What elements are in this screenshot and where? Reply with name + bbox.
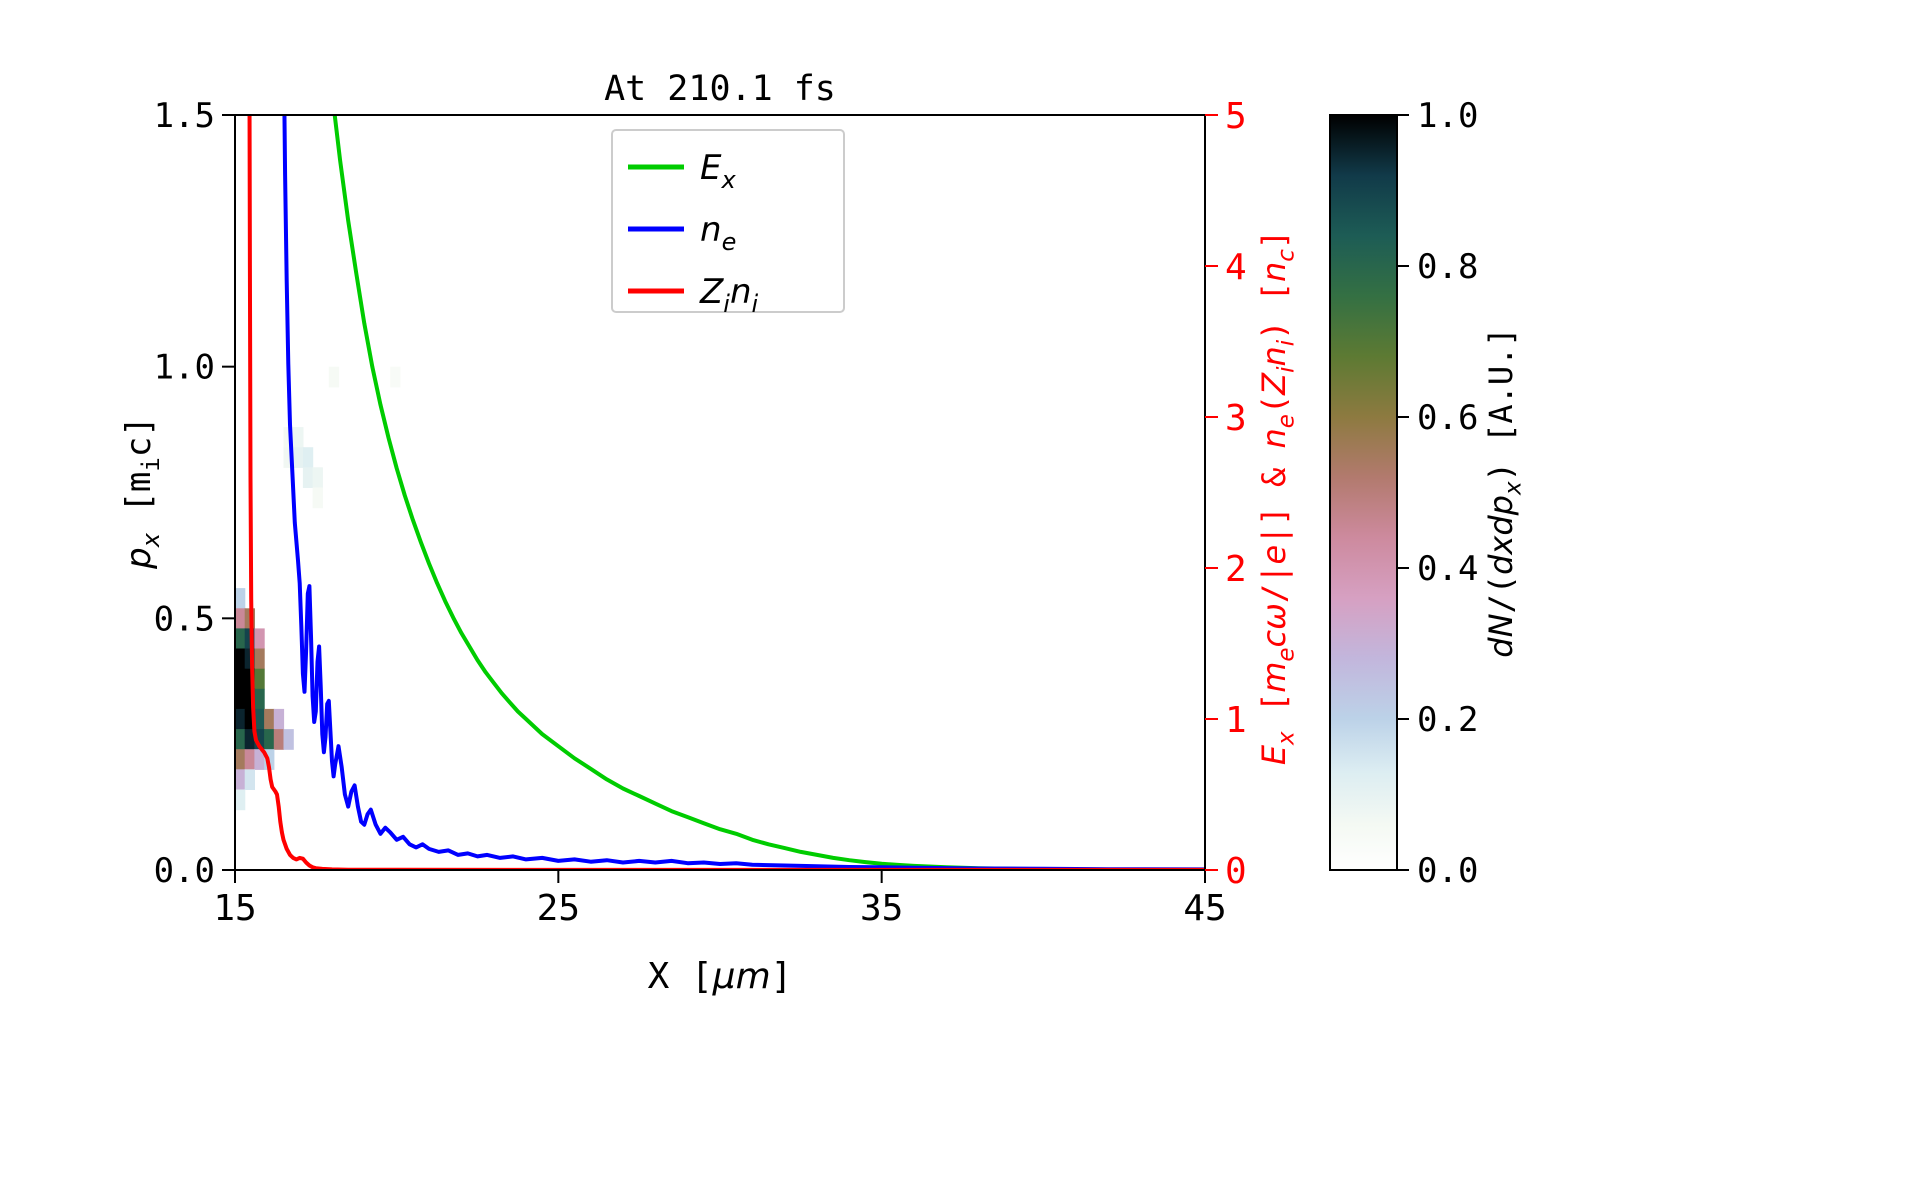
series-line-Ex: [332, 115, 1205, 870]
x-tick-label: 45: [1183, 888, 1226, 929]
heatmap-cell: [244, 688, 255, 710]
heatmap-cell: [273, 729, 285, 750]
y-right-tick-label: 4: [1225, 247, 1247, 288]
heatmap-cell: [244, 749, 255, 770]
heatmap-cell: [264, 729, 275, 750]
heatmap-cell: [244, 648, 255, 670]
heatmap-cell: [244, 769, 255, 790]
heatmap-cell: [254, 688, 265, 710]
legend-label-Zini: Zini: [699, 272, 759, 318]
series-line-ne: [282, 115, 1205, 870]
x-tick-label: 35: [860, 888, 903, 929]
heatmap-cell: [264, 708, 275, 730]
heatmap-cell: [254, 749, 265, 770]
x-axis-label: X [μm]: [648, 956, 793, 997]
colorbar-tick-label: 0.4: [1417, 549, 1478, 589]
heatmap-cell: [312, 487, 323, 509]
heatmap-cell: [390, 366, 401, 388]
heatmap-cell: [293, 447, 304, 468]
heatmap-cell: [254, 729, 265, 750]
y-right-tick-label: 0: [1225, 851, 1247, 892]
chart-title: At 210.1 fs: [604, 69, 836, 109]
heatmap-cell: [235, 668, 246, 690]
heatmap-cell: [254, 668, 265, 690]
colorbar-tick-label: 1.0: [1417, 96, 1478, 136]
heatmap-cell: [244, 668, 255, 690]
heatmap-cell: [235, 628, 246, 650]
heatmap-cell: [235, 588, 246, 609]
colorbar-tick-label: 0.2: [1417, 700, 1478, 740]
heatmap-cell: [273, 708, 285, 730]
y-left-tick-label: 1.0: [154, 348, 215, 388]
colorbar-tick-label: 0.0: [1417, 851, 1478, 891]
heatmap-cell: [235, 688, 246, 710]
legend: Ex ne Zini: [611, 129, 845, 318]
heatmap-cell: [235, 789, 246, 811]
series-line-Zini: [247, 115, 1205, 870]
legend-label-ne: ne: [700, 210, 736, 256]
colorbar: 0.0 0.2 0.4 0.6 0.8 1.0 dN/(dxdpx) [A.U.]: [1329, 96, 1526, 891]
heatmap-cell: [254, 648, 265, 670]
heatmap-cell: [283, 729, 294, 750]
y-left-tick-label: 0.5: [154, 599, 215, 639]
legend-label-Ex: Ex: [700, 148, 736, 194]
heatmap-cell: [235, 769, 246, 790]
heatmap-cell: [254, 708, 265, 730]
heatmap-cell: [254, 628, 265, 650]
legend-box: [611, 129, 845, 313]
y-right-tick-label: 5: [1225, 96, 1247, 137]
y-left-tick-label: 1.5: [154, 96, 215, 136]
colorbar-label: dN/(dxdpx) [A.U.]: [1482, 327, 1526, 657]
colorbar-frame: [1329, 114, 1398, 871]
heatmap-cell: [312, 467, 323, 488]
plot-frame: [234, 114, 1206, 871]
heatmap-cell: [235, 608, 246, 629]
heatmap-cell: [328, 366, 340, 388]
y-right-tick-label: 1: [1225, 700, 1247, 741]
y-right-tick-label: 3: [1225, 398, 1247, 439]
colorbar-gradient: [1330, 115, 1397, 870]
heatmap-cell: [235, 648, 246, 670]
y-right-tick-label: 2: [1225, 549, 1247, 590]
heatmap-cell: [283, 447, 294, 468]
heatmap-cell: [235, 708, 246, 730]
y-left-label: px [mic]: [119, 416, 165, 570]
y-left-tick-label: 0.0: [154, 851, 215, 891]
heatmap-cell: [302, 467, 314, 488]
x-tick-label: 25: [537, 888, 580, 929]
heatmap-cell: [302, 447, 314, 468]
colorbar-tick-label: 0.6: [1417, 398, 1478, 438]
x-tick-label: 15: [213, 888, 256, 929]
heatmap-cell: [235, 749, 246, 770]
heatmap-cell: [235, 729, 246, 750]
series-lines: [247, 115, 1205, 870]
heatmap-cell: [293, 427, 304, 448]
heatmap-cell: [244, 708, 255, 730]
colorbar-tick-label: 0.8: [1417, 247, 1478, 287]
heatmap-cell: [244, 729, 255, 750]
y-right-label: Ex [mecω/|e|] & ne(Zini) [nc]: [1255, 230, 1299, 765]
